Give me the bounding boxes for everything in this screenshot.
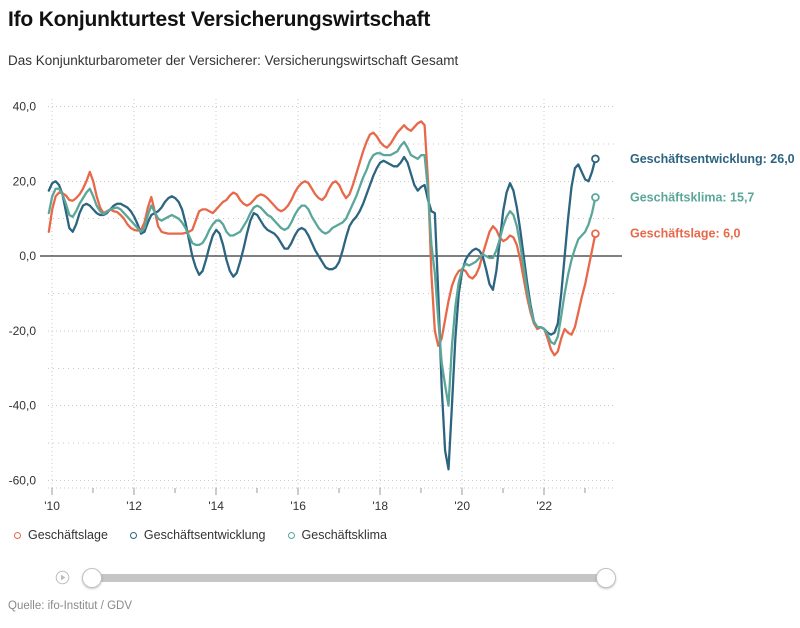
legend-marker-icon (129, 531, 137, 539)
series-end-label: Geschäftsentwicklung: 26,0 (630, 152, 795, 166)
legend-marker-icon (14, 531, 21, 539)
line-chart: 40,0 20,0 0,0 -20,0 -40,0 -60,0 '10 '12 '14 '16 '1… (9, 99, 795, 510)
slider-handle-left[interactable] (82, 568, 102, 588)
x-tick-label: '10 (44, 499, 60, 510)
legend-marker-icon (287, 531, 295, 539)
series-end-label: Geschäftslage: 6,0 (630, 227, 741, 241)
series-end-marker (591, 229, 600, 238)
series-end-label: Geschäftsklima: 15,7 (630, 190, 754, 204)
page-subtitle: Das Konjunkturbarometer der Versicherer:… (8, 53, 459, 68)
time-range-slider[interactable] (0, 563, 800, 593)
y-tick-label: 0,0 (19, 249, 36, 263)
x-tick-label: '20 (454, 499, 470, 510)
chart-canvas: 40,0 20,0 0,0 -20,0 -40,0 -60,0 '10 '12 '14 '16 '1… (0, 80, 800, 510)
x-tick-label: '16 (290, 499, 306, 510)
y-tick-label: 20,0 (13, 174, 37, 188)
x-tick-label: '14 (208, 499, 224, 510)
y-tick-label: -40,0 (9, 399, 37, 413)
legend-label: Geschäftsklima (301, 528, 387, 542)
x-tick-label: '22 (536, 499, 552, 510)
series-end-marker (591, 154, 600, 164)
legend-item-geschaeftsklima[interactable]: Geschäftsklima (287, 528, 387, 542)
series-line (47, 120, 597, 357)
legend-item-geschaeftslage[interactable]: Geschäftslage (14, 528, 108, 542)
series-end-marker (591, 193, 600, 202)
slider-track-wrap[interactable] (82, 563, 616, 593)
x-tick-label: '18 (372, 499, 388, 510)
legend-label: Geschäftslage (28, 528, 108, 542)
series-line (47, 140, 597, 407)
play-circle-icon[interactable] (55, 570, 70, 585)
slider-track[interactable] (90, 574, 608, 582)
chart-legend: Geschäftslage Geschäftsentwicklung Gesch… (14, 528, 387, 542)
legend-label: Geschäftsentwicklung (143, 528, 266, 542)
legend-item-geschaeftsentwicklung[interactable]: Geschäftsentwicklung (129, 528, 266, 542)
x-tick-label: '12 (126, 499, 142, 510)
slider-handle-right[interactable] (596, 568, 616, 588)
y-tick-label: -20,0 (9, 324, 37, 338)
y-tick-label: -60,0 (9, 474, 37, 488)
y-tick-label: 40,0 (13, 99, 37, 113)
page-title: Ifo Konjunkturtest Versicherungswirtscha… (8, 8, 431, 31)
series-line (47, 155, 597, 471)
source-note: Quelle: ifo-Institut / GDV (8, 600, 132, 612)
